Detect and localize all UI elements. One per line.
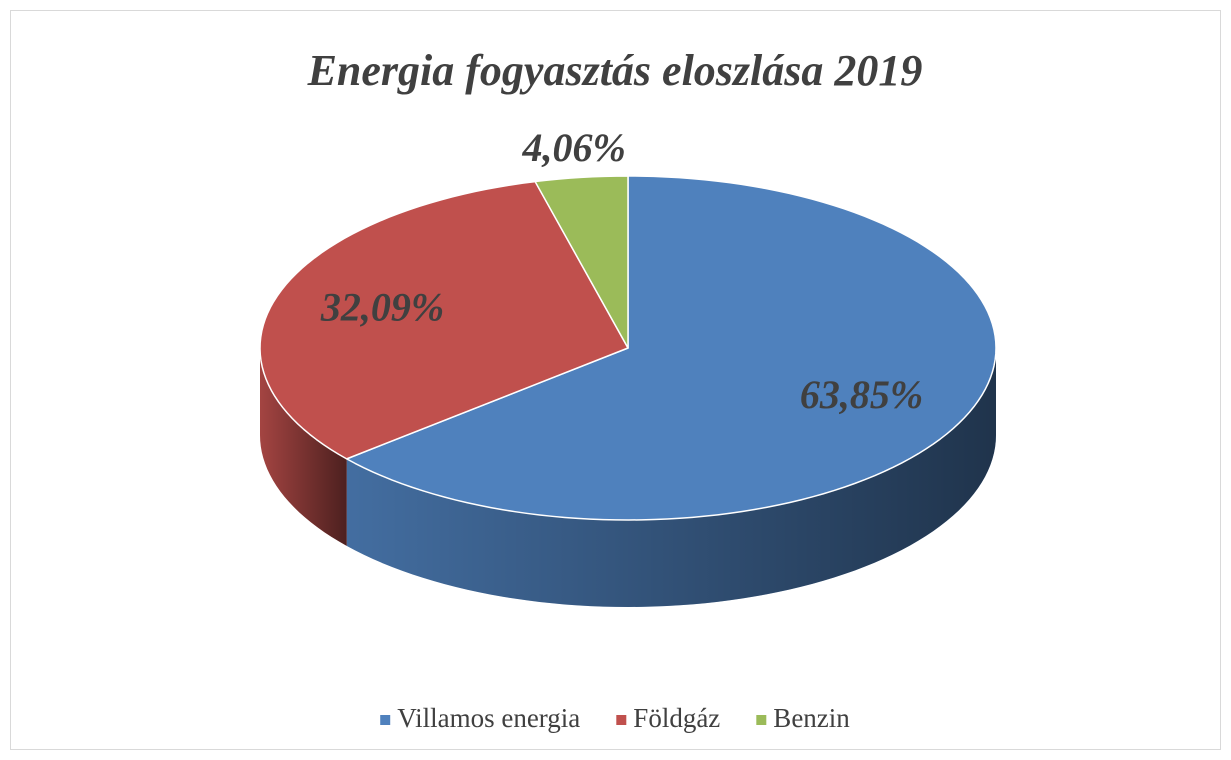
data-label: 4,06%: [522, 125, 626, 170]
slice-side-shade: [346, 348, 996, 607]
legend-swatch: [756, 715, 767, 725]
slice: [534, 175, 629, 349]
data-label: 32,09%: [320, 285, 444, 330]
legend: Villamos energia Földgáz Benzin: [380, 703, 850, 733]
legend-swatch: [380, 715, 391, 725]
legend-label: Villamos energia: [397, 703, 580, 733]
legend-swatch: [616, 715, 627, 725]
chart-title: Energia fogyasztás eloszlása 2019: [307, 46, 923, 95]
data-label: 63,85%: [800, 372, 923, 417]
legend-label: Földgáz: [633, 703, 720, 733]
legend-label: Benzin: [773, 703, 850, 733]
slice: [345, 175, 997, 521]
slice-side-shade: [260, 348, 347, 546]
slice: [259, 180, 629, 460]
